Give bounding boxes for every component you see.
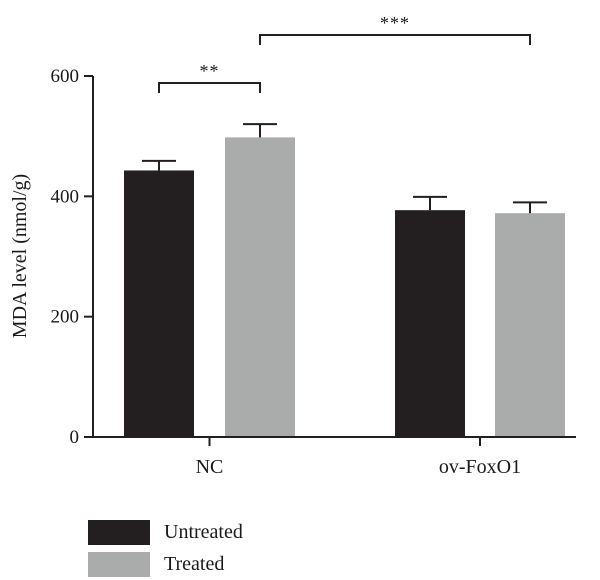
bar-nc-treated (225, 137, 295, 437)
legend-label-treated: Treated (164, 552, 225, 575)
significance-label-1: ** (200, 61, 220, 81)
legend-swatch-untreated (88, 519, 150, 545)
legend: Untreated Treated (88, 516, 243, 580)
y-tick-label-600: 600 (51, 66, 80, 87)
axes: 0 200 400 600 NC ov-FoxO1 (51, 66, 576, 478)
x-tick-label-nc: NC (196, 456, 224, 478)
legend-swatch-treated (88, 551, 150, 577)
y-axis-title: MDA level (nmol/g) (9, 174, 31, 338)
y-tick-label-200: 200 (51, 307, 80, 328)
significance-bracket-2 (259, 34, 531, 45)
bar-ov-foxo1-untreated (395, 210, 465, 437)
error-bars (142, 123, 547, 214)
legend-item-treated: Treated (88, 548, 243, 580)
significance-label-2: *** (380, 13, 410, 33)
y-tick-label-400: 400 (51, 186, 80, 207)
bar-nc-untreated (124, 170, 194, 437)
significance-bracket-1 (158, 82, 261, 93)
y-tick-label-0: 0 (70, 427, 80, 448)
significance-brackets: ***** (158, 13, 531, 93)
bars (124, 137, 565, 437)
legend-label-untreated: Untreated (164, 520, 243, 543)
bar-ov-foxo1-treated (495, 213, 565, 437)
x-tick-label-ov-foxo1: ov-FoxO1 (439, 456, 521, 478)
legend-item-untreated: Untreated (88, 516, 243, 548)
